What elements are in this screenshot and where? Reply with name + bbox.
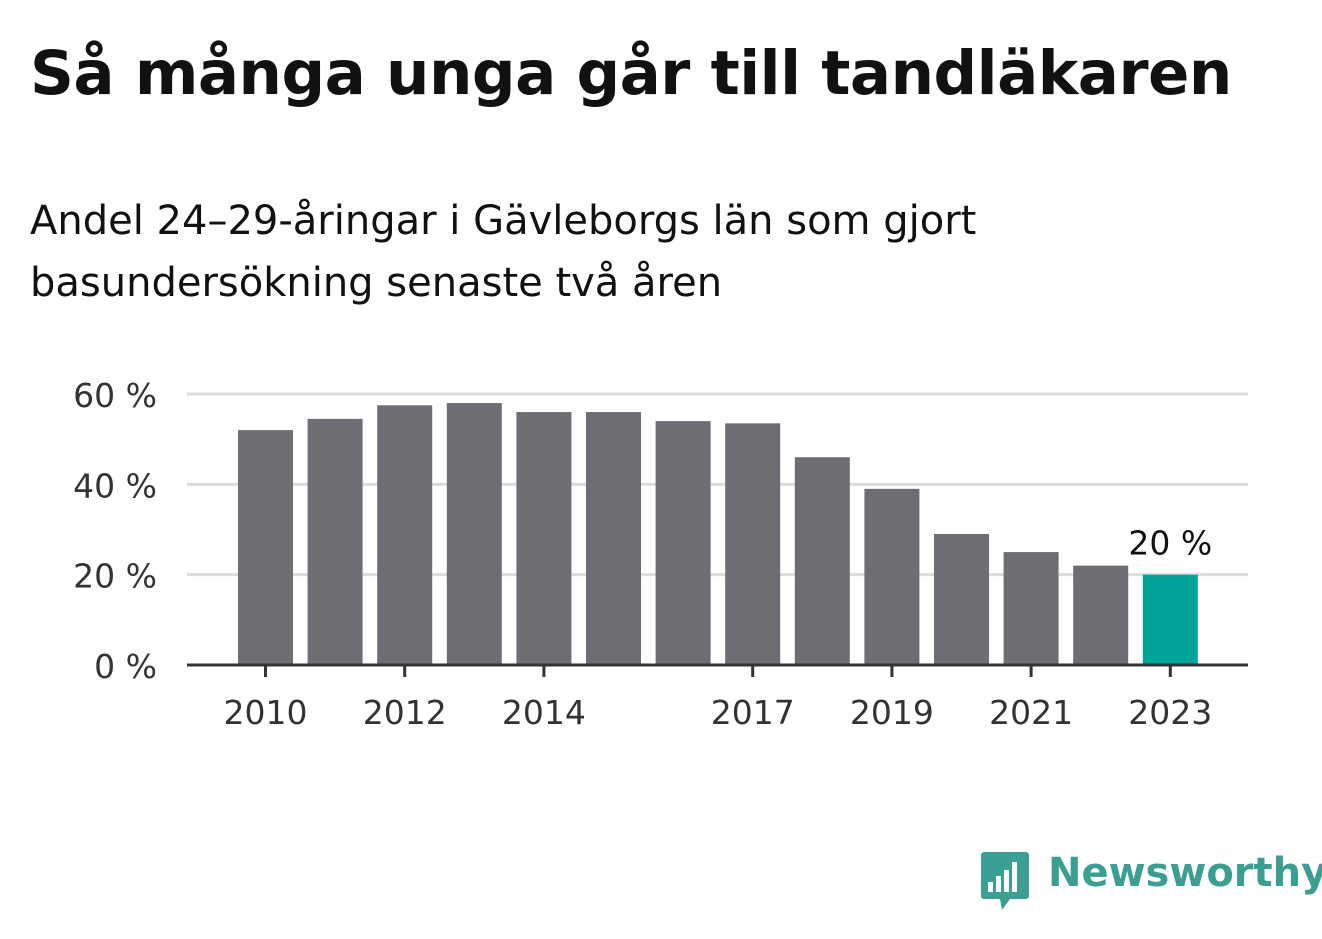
bar-2014 — [516, 412, 572, 665]
y-tick-label: 40 % — [73, 466, 157, 505]
x-tick-label: 2012 — [363, 693, 447, 732]
data-label-2023: 20 % — [1128, 524, 1212, 563]
bar-chart-speech-bubble-icon — [981, 852, 1029, 910]
x-tick-label: 2023 — [1128, 693, 1212, 732]
bars — [238, 403, 1198, 665]
bar-2012 — [377, 405, 433, 665]
grid-lines — [187, 392, 1248, 577]
x-tick-label: 2014 — [502, 693, 586, 732]
y-tick-label: 0 % — [94, 647, 157, 686]
x-tick-label: 2010 — [224, 693, 308, 732]
chart-subtitle: Andel 24–29-åringar i Gävleborgs län som… — [30, 198, 977, 306]
bar-2011 — [307, 418, 363, 665]
bar-2020 — [934, 534, 989, 665]
bar-2017 — [725, 423, 781, 665]
newsworthy-logo: Newsworthy — [980, 848, 1322, 912]
bar-2019 — [864, 488, 920, 665]
bar-chart: 0 % 20 % 40 % 60 % 20 % 2010 2012 2014 2017 2019 2… — [73, 376, 1248, 732]
bar-2013 — [446, 403, 502, 665]
axes — [187, 663, 1248, 677]
bar-2022 — [1073, 565, 1129, 665]
bar-2023 — [1142, 574, 1198, 665]
bar-2015 — [586, 412, 641, 665]
bar-2021 — [1003, 552, 1059, 665]
tick-labels: 0 % 20 % 40 % 60 % 20 % 2010 2012 2014 2017 2019 2… — [73, 376, 1212, 732]
bar-2018 — [794, 457, 850, 665]
x-tick-label: 2017 — [711, 693, 795, 732]
x-tick-label: 2019 — [850, 693, 934, 732]
bar-2010 — [238, 430, 293, 665]
bar-2016 — [655, 421, 711, 665]
y-tick-label: 60 % — [73, 376, 157, 415]
brand-name: Newsworthy — [1048, 850, 1322, 896]
y-tick-label: 20 % — [73, 557, 157, 596]
chart-title: Så många unga går till tandläkaren — [30, 38, 1232, 109]
x-tick-label: 2021 — [989, 693, 1073, 732]
